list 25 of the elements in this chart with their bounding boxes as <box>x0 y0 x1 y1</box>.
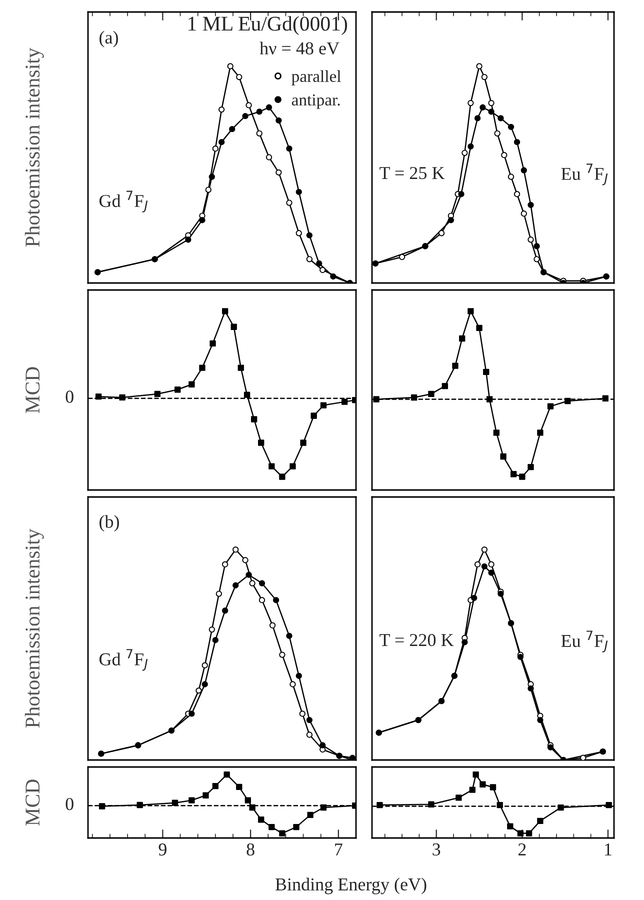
x-tick-label: 1 <box>605 843 612 856</box>
legend-label: antipar. <box>292 94 340 109</box>
annotation: T = 220 K <box>380 634 454 646</box>
text: (b) <box>100 515 119 532</box>
ref-line-label: 0 <box>66 390 74 403</box>
x-tick-label: 8 <box>246 843 254 856</box>
y-axis-title: MCD <box>26 367 40 414</box>
annotation: T = 25 K <box>380 166 445 180</box>
annotation: Eu $^{7}$F$_{J}$ <box>561 164 608 186</box>
y-axis-title: Photoemission intensity <box>24 48 44 247</box>
y-axis-title: MCD <box>26 780 40 826</box>
annotation: Eu $^{7}$F$_{J}$ <box>561 630 608 652</box>
text: (a) <box>100 30 118 48</box>
x-tick-label: 7 <box>335 844 342 856</box>
annotation: Gd $^{7}$F$_{J}$ <box>99 190 148 212</box>
annotation: Gd $^{7}$F$_{J}$ <box>99 649 148 671</box>
chart-title: 1 ML Eu/Gd(0001) <box>188 16 348 35</box>
x-tick-label: 2 <box>518 843 526 856</box>
ref-line-label: 0 <box>66 798 74 810</box>
text: hν = 48 eV <box>260 42 340 55</box>
x-axis-title: Binding Energy (eV) <box>275 878 426 894</box>
x-tick-label: 9 <box>158 843 166 856</box>
y-axis-title: Photoemission intensity <box>24 528 44 728</box>
legend-label: parallel <box>292 70 341 86</box>
x-tick-label: 3 <box>432 843 440 856</box>
